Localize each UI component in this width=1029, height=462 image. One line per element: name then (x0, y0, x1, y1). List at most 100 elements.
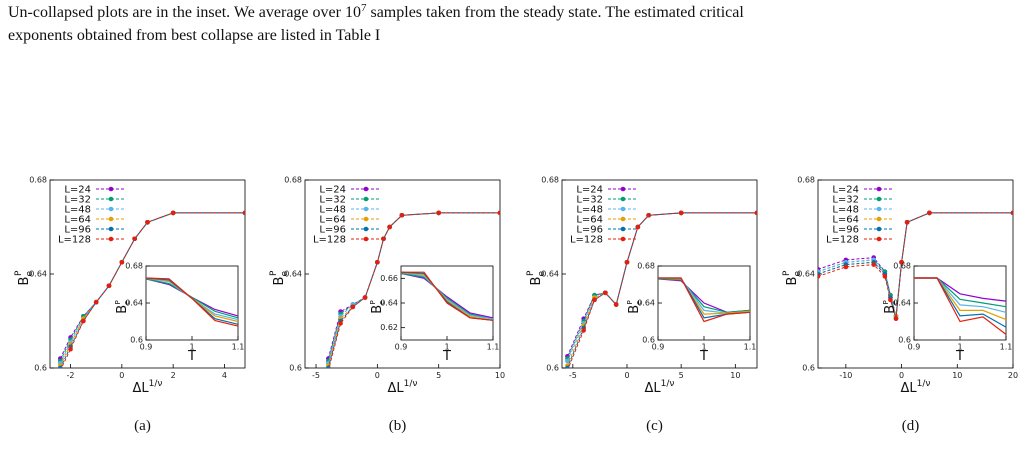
legend-marker (363, 206, 369, 212)
x-tick-label: -5 (569, 371, 577, 380)
data-point (399, 212, 405, 218)
inset-curves (914, 277, 1007, 335)
y-label-sub: e (537, 271, 547, 277)
legend-label: L=64 (576, 215, 603, 226)
data-point (843, 264, 849, 270)
x-axis-label: ΔL1/ν (645, 379, 675, 396)
y-tick-label: 0.64 (125, 299, 143, 308)
curve (145, 277, 239, 327)
data-point (119, 259, 125, 265)
legend-label: L=96 (832, 225, 859, 236)
data-point (565, 365, 570, 368)
legend-label: L=48 (64, 205, 91, 216)
panel: -2 0 2 4 0.6 0.64 0.68 L=24L=32L=48L=64L=96L=12… (14, 176, 246, 434)
data-point (338, 321, 343, 326)
y-label-base: B (883, 305, 898, 314)
data-point (871, 262, 877, 267)
curve (658, 277, 751, 323)
y-tick-label: 0.68 (284, 176, 302, 185)
data-point (381, 236, 386, 242)
panel: -5 0 5 10 0.6 0.64 0.68 L=24L=32L=48L=64L=96L=1… (269, 176, 505, 434)
x-tick-label: 0 (119, 371, 124, 380)
x-axis-label: ΔL1/ν (388, 379, 418, 396)
legend-marker (876, 186, 882, 192)
x-label-sup: 1/ν (917, 379, 931, 389)
legend-marker (876, 206, 882, 212)
x-axis-label: ΔL1/ν (901, 379, 931, 396)
curves (818, 210, 1013, 321)
x-tick-label: 1.1 (744, 343, 757, 352)
x-tick-label: 10 (730, 371, 740, 380)
inset-y-label: BeP (369, 300, 386, 313)
curve (59, 212, 245, 362)
y-label-sup: P (369, 300, 377, 304)
y-label-base: B (785, 277, 800, 286)
y-tick-label: 0.64 (284, 270, 302, 279)
legend-label: L=128 (826, 235, 859, 246)
x-tick-label: 10 (495, 371, 505, 380)
x-tick-label: -5 (312, 371, 320, 380)
x-tick-label: 0.9 (652, 343, 665, 352)
y-tick-label: 0.6 (642, 336, 655, 345)
y-axis-label: BeP (782, 270, 803, 285)
data-point (888, 297, 893, 303)
y-tick-label: 0.6 (289, 364, 302, 373)
curve (818, 212, 1013, 319)
data-point (904, 220, 910, 225)
panel-label: (a) (134, 418, 151, 434)
data-point (497, 210, 500, 216)
y-tick-label: 0.6 (898, 336, 911, 345)
x-label-base: ΔL (133, 381, 150, 396)
legend-label: L=32 (319, 195, 346, 206)
curve (327, 212, 500, 364)
y-tick-label: 0.64 (797, 270, 815, 279)
curve (400, 272, 494, 319)
data-point (613, 302, 619, 307)
data-point (362, 295, 368, 300)
panel-label: (c) (646, 418, 663, 434)
legend-label: L=48 (832, 205, 859, 216)
y-tick-label: 0.6 (802, 364, 815, 373)
legend-marker (876, 196, 882, 202)
y-tick-label: 0.6 (34, 364, 47, 373)
inset-y-label: BeP (626, 300, 643, 313)
legend-marker (108, 236, 114, 242)
curve (567, 212, 757, 368)
x-tick-label: 1.1 (1000, 343, 1013, 352)
x-tick-label: 0.9 (140, 343, 153, 352)
inset-x-label: T (955, 349, 964, 364)
data-point (387, 224, 392, 230)
inset-x-label: T (442, 349, 451, 364)
x-label-sup: 1/ν (404, 379, 418, 389)
y-tick-label: 0.64 (541, 270, 559, 279)
caption-sup: 7 (361, 2, 367, 14)
legend-marker (363, 186, 369, 192)
data-point (927, 210, 932, 216)
inset-x-label: T (187, 349, 196, 364)
plot-frame (145, 265, 239, 341)
y-axis-label: BeP (14, 270, 35, 285)
x-tick-label: 1.1 (487, 343, 500, 352)
legend-marker (620, 186, 626, 192)
y-label-sub: e (378, 301, 386, 305)
x-label-sup: 1/ν (149, 379, 163, 389)
x-tick-label: -2 (67, 371, 75, 380)
data-point (754, 210, 757, 216)
y-label-sub: e (793, 271, 803, 277)
y-label-sup: P (782, 270, 792, 276)
y-label-base: B (272, 277, 287, 286)
legend-label: L=24 (832, 185, 859, 196)
x-tick-label: 20 (1008, 371, 1018, 380)
y-axis-label: BeP (269, 270, 290, 285)
data-point (646, 212, 651, 218)
data-point (581, 328, 586, 333)
data-point (350, 304, 356, 310)
y-label-sub: e (123, 301, 131, 305)
x-label-sup: 1/ν (661, 379, 675, 389)
data-point (818, 274, 821, 279)
y-label-sup: P (14, 270, 24, 276)
y-label-sup: P (269, 270, 279, 276)
data-point (58, 368, 63, 373)
data-point (145, 220, 150, 225)
y-label-sub: e (635, 301, 643, 305)
